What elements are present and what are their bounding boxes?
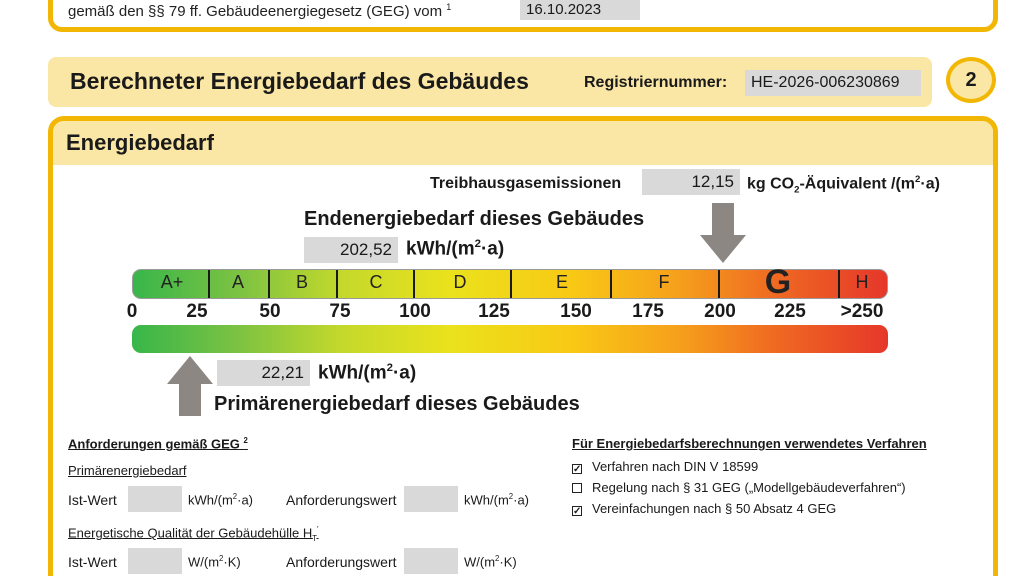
class-divider (838, 270, 840, 298)
primary-actual-field (128, 486, 182, 512)
w-unit: W/(m2·K) (188, 554, 241, 570)
ghg-label: Treibhausgasemissionen (430, 175, 622, 192)
scale-tick: 175 (632, 301, 664, 322)
ghg-unit: kg CO2-Äquivalent /(m2·a) (747, 174, 940, 196)
primary-energy-bar (132, 325, 888, 353)
required-value-label: Anforderungswert (286, 554, 397, 570)
required-value-label: Anforderungswert (286, 492, 397, 508)
method-item: Regelung nach § 31 GEG („Modellgebäudeve… (572, 480, 906, 495)
checkbox-empty-icon (572, 483, 582, 493)
class-divider (268, 270, 270, 298)
class-label: D (453, 272, 467, 292)
envelope-quality-heading: Energetische Qualität der Gebäudehülle H… (68, 525, 319, 543)
primary-required-field (404, 486, 458, 512)
class-divider (208, 270, 210, 298)
checkbox-checked-icon: ✓ (572, 464, 582, 475)
section-title: Berechneter Energiebedarf des Gebäudes (70, 68, 529, 94)
end-energy-arrow-icon (700, 203, 746, 263)
energy-demand-title: Energiebedarf (66, 130, 214, 155)
primary-energy-label: Primärenergiebedarf dieses Gebäudes (214, 393, 580, 415)
registration-label: Registriernummer: (584, 74, 728, 91)
checkbox-checked-icon: ✓ (572, 506, 582, 517)
method-item: ✓ Verfahren nach DIN V 18599 (572, 459, 759, 475)
class-label: B (295, 272, 308, 292)
primary-energy-unit: kWh/(m2·a) (318, 362, 417, 384)
class-divider (510, 270, 512, 298)
actual-value-label: Ist-Wert (68, 492, 117, 508)
scale-tick: 0 (126, 301, 138, 322)
methods-title: Für Energiebedarfsberechnungen verwendet… (572, 436, 927, 451)
end-energy-value: 202,52 (304, 237, 398, 263)
class-label: A (231, 272, 244, 292)
ghg-value: 12,15 (642, 169, 740, 195)
kwh-unit: kWh/(m2·a) (188, 492, 254, 508)
end-energy-unit: kWh/(m2·a) (406, 238, 505, 260)
class-divider (718, 270, 720, 298)
end-energy-label: Endenergiebedarf dieses Gebäudes (304, 208, 645, 230)
class-label: A+ (160, 272, 184, 292)
scale-tick: 200 (704, 301, 736, 322)
issuance-text: gemäß den §§ 79 ff. Gebäudeenergiegesetz… (68, 2, 452, 20)
kwh-unit: kWh/(m2·a) (464, 492, 530, 508)
w-unit: W/(m2·K) (464, 554, 517, 570)
registration-number: HE-2026-006230869 (745, 70, 921, 96)
class-label-highlight: G (764, 263, 792, 301)
scale-tick: 75 (329, 301, 351, 322)
primary-demand-heading: Primärenergiebedarf (68, 463, 187, 478)
energy-demand-header (53, 121, 993, 165)
requirements-title: Anforderungen gemäß GEG 2 (68, 436, 248, 452)
scale-tick: >250 (840, 301, 884, 322)
class-divider (336, 270, 338, 298)
scale-tick: 50 (259, 301, 281, 322)
scale-tick: 150 (560, 301, 592, 322)
scale-tick: 100 (399, 301, 431, 322)
class-label: E (555, 272, 568, 292)
envelope-required-field (404, 548, 458, 574)
primary-energy-value: 22,21 (217, 360, 310, 386)
class-label: H (855, 272, 869, 292)
scale-tick: 225 (774, 301, 806, 322)
class-label: C (369, 272, 383, 292)
primary-energy-arrow-icon (167, 356, 213, 416)
actual-value-label: Ist-Wert (68, 554, 117, 570)
class-divider (610, 270, 612, 298)
envelope-actual-field (128, 548, 182, 574)
method-item: ✓ Vereinfachungen nach § 50 Absatz 4 GEG (572, 501, 837, 517)
page-number-badge: 2 (946, 57, 996, 103)
scale-tick: 25 (186, 301, 208, 322)
class-divider (413, 270, 415, 298)
scale-tick: 125 (478, 301, 510, 322)
class-label: F (658, 272, 670, 292)
issuance-date: 16.10.2023 (520, 0, 640, 20)
